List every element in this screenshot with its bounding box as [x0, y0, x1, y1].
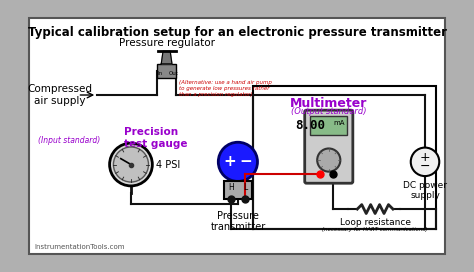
Text: H: H — [228, 183, 234, 192]
Text: 8.00: 8.00 — [295, 119, 325, 132]
Circle shape — [219, 142, 257, 181]
Text: (Alternative: use a hand air pump
to generate low pressures rather
than a precis: (Alternative: use a hand air pump to gen… — [179, 80, 272, 97]
Bar — [310, 116, 347, 135]
Bar — [253, 86, 436, 229]
Text: L: L — [243, 183, 247, 192]
Text: (Output standard): (Output standard) — [291, 107, 366, 116]
Text: −: − — [420, 160, 430, 173]
FancyBboxPatch shape — [305, 110, 353, 183]
Text: DC power
supply: DC power supply — [403, 181, 447, 200]
Circle shape — [317, 149, 340, 172]
Text: Precision
test gauge: Precision test gauge — [124, 127, 187, 149]
Text: Out: Out — [168, 72, 178, 76]
Text: In: In — [158, 72, 163, 76]
Text: Multimeter: Multimeter — [290, 97, 367, 110]
Text: +: + — [419, 151, 430, 164]
Text: Compressed
air supply: Compressed air supply — [27, 84, 92, 106]
Text: Pressure
transmitter: Pressure transmitter — [210, 211, 265, 233]
Text: Pressure regulator: Pressure regulator — [118, 38, 215, 48]
Circle shape — [113, 147, 148, 182]
Polygon shape — [161, 51, 172, 64]
Text: 4 PSI: 4 PSI — [156, 159, 180, 169]
Text: InstrumentationTools.com: InstrumentationTools.com — [35, 244, 125, 250]
Text: −: − — [239, 154, 252, 169]
Text: +: + — [224, 154, 236, 169]
FancyBboxPatch shape — [29, 18, 445, 254]
Text: mA: mA — [333, 120, 345, 126]
Text: (necessary for HART communications): (necessary for HART communications) — [322, 227, 428, 232]
Bar — [157, 64, 176, 78]
Text: Loop resistance: Loop resistance — [339, 218, 410, 227]
Text: Typical calibration setup for an electronic pressure transmitter: Typical calibration setup for an electro… — [27, 26, 447, 39]
Circle shape — [109, 143, 152, 186]
Bar — [224, 181, 252, 199]
Text: (Input standard): (Input standard) — [38, 136, 100, 145]
Circle shape — [411, 148, 439, 176]
